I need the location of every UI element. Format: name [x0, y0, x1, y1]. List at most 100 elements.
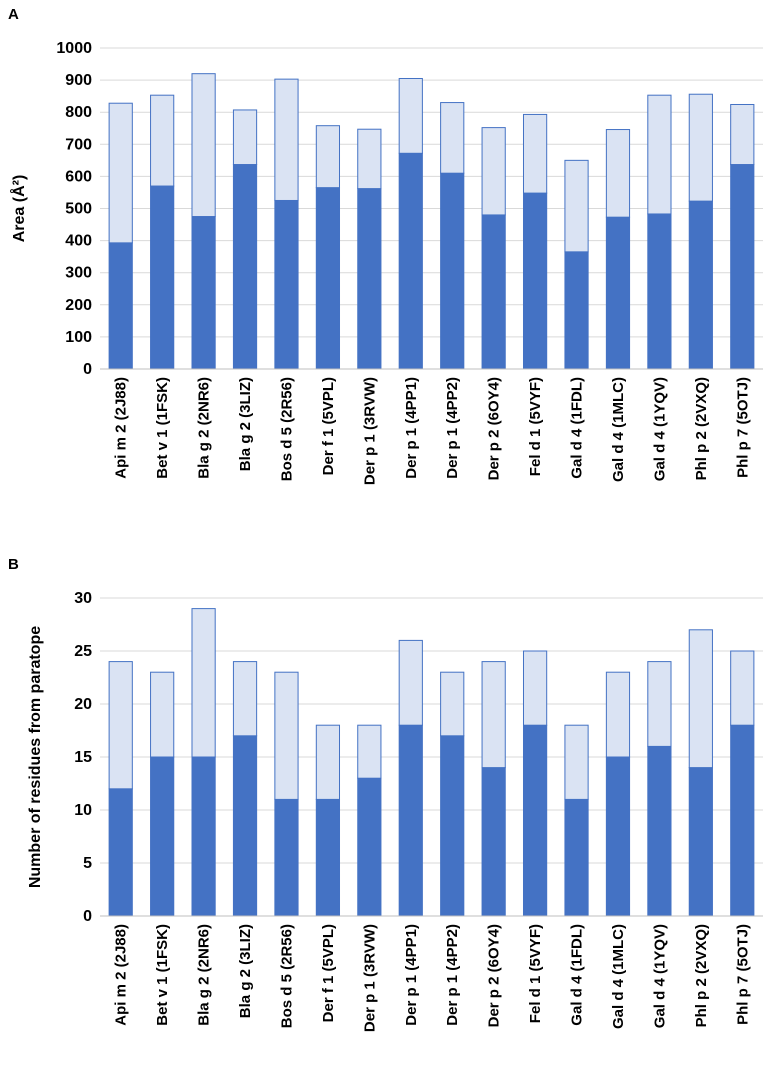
- bar-lower-segment: [357, 777, 382, 917]
- bar-lower-segment: [191, 756, 216, 917]
- y-tick-label: 300: [65, 265, 92, 282]
- bar-upper-segment: [688, 629, 713, 769]
- bar-lower-segment: [150, 756, 175, 917]
- x-tick-label: Api m 2 (2J88): [113, 377, 130, 479]
- bar-upper-segment: [274, 78, 299, 201]
- y-tick-label: 600: [65, 168, 92, 185]
- x-tick-label: Gal d 4 (1YQV): [651, 377, 668, 481]
- bar-upper-segment: [108, 661, 133, 790]
- x-tick-label: Der p 1 (3RVW): [361, 924, 378, 1032]
- x-tick-label: Der f 1 (5VPL): [320, 377, 337, 475]
- x-tick-label: Phl p 7 (5OTJ): [734, 924, 751, 1025]
- bar-lower-segment: [688, 200, 713, 370]
- bar-lower-segment: [108, 788, 133, 917]
- bar-lower-segment: [398, 152, 423, 370]
- x-tick-label: Fel d 1 (5VYF): [527, 377, 544, 476]
- bar-upper-segment: [647, 661, 672, 747]
- bar-lower-segment: [481, 214, 506, 370]
- bar-upper-segment: [688, 93, 713, 202]
- bar-lower-segment: [605, 216, 631, 370]
- bar-lower-segment: [232, 164, 258, 370]
- bar-upper-segment: [108, 102, 133, 244]
- bar-upper-segment: [150, 671, 175, 758]
- y-tick-label: 200: [65, 297, 92, 314]
- bar-upper-segment: [730, 650, 755, 726]
- bar-upper-segment: [274, 671, 299, 800]
- bar-upper-segment: [150, 94, 175, 187]
- y-tick-label: 5: [83, 855, 92, 872]
- x-tick-label: Bla g 2 (3LIZ): [237, 924, 254, 1018]
- bar-upper-segment: [232, 661, 258, 737]
- bar-upper-segment: [481, 661, 506, 769]
- bar-upper-segment: [564, 159, 589, 253]
- bar-lower-segment: [108, 242, 133, 370]
- bar-lower-segment: [605, 756, 631, 917]
- x-tick-label: Bet v 1 (1FSK): [154, 377, 171, 479]
- bar-lower-segment: [274, 199, 299, 370]
- bar-lower-segment: [440, 172, 465, 370]
- y-tick-label: 100: [65, 329, 92, 346]
- y-tick-label: 0: [83, 361, 92, 378]
- bar-lower-segment: [191, 216, 216, 370]
- x-tick-label: Phl p 7 (5OTJ): [734, 377, 751, 478]
- bar-lower-segment: [564, 251, 589, 370]
- bar-upper-segment: [357, 128, 382, 190]
- chart-a: 0 100 200 300 400 500 600 700 800 900 1000 Area (Å²…: [9, 40, 763, 485]
- bar-upper-segment: [191, 73, 216, 218]
- bar-upper-segment: [605, 671, 631, 758]
- x-tick-label: Der f 1 (5VPL): [320, 924, 337, 1022]
- bar-lower-segment: [522, 724, 548, 917]
- bar-lower-segment: [647, 745, 672, 917]
- bar-upper-segment: [191, 608, 216, 758]
- bar-lower-segment: [315, 187, 341, 370]
- y-tick-label: 1000: [56, 40, 92, 57]
- panel-label-a: A: [8, 6, 19, 23]
- bar-lower-segment: [481, 767, 506, 917]
- x-tick-label: Der p 1 (4PP2): [444, 924, 461, 1026]
- bar-upper-segment: [398, 77, 423, 154]
- y-axis-label: Number of residues from paratope: [27, 626, 44, 888]
- x-tick-label: Der p 1 (4PP2): [444, 377, 461, 479]
- x-tick-label: Api m 2 (2J88): [113, 924, 130, 1026]
- bar-lower-segment: [730, 724, 755, 917]
- bar-upper-segment: [564, 724, 589, 800]
- x-tick-label: Der p 1 (4PP1): [403, 377, 420, 479]
- x-tick-label: Der p 2 (6OY4): [486, 377, 503, 480]
- bar-lower-segment: [647, 213, 672, 370]
- bar-upper-segment: [481, 127, 506, 216]
- bar-lower-segment: [398, 724, 423, 917]
- panel-label-b: B: [8, 556, 19, 573]
- y-tick-label: 800: [65, 104, 92, 121]
- y-axis-label: Area (Å²): [9, 175, 28, 243]
- x-tick-label: Fel d 1 (5VYF): [527, 924, 544, 1023]
- bar-lower-segment: [440, 735, 465, 917]
- x-tick-label: Gal d 4 (1MLC): [610, 924, 627, 1029]
- x-tick-label: Phl p 2 (2VXQ): [693, 924, 710, 1027]
- bar-lower-segment: [730, 164, 755, 370]
- y-tick-label: 25: [74, 643, 92, 660]
- y-tick-label: 10: [74, 802, 92, 819]
- x-tick-label: Gal d 4 (1YQV): [651, 924, 668, 1028]
- x-tick-label: Gal d 4 (1FDL): [569, 377, 586, 479]
- x-tick-label: Phl p 2 (2VXQ): [693, 377, 710, 480]
- bar-lower-segment: [232, 735, 258, 917]
- bar-upper-segment: [440, 102, 465, 174]
- y-tick-label: 30: [74, 590, 92, 607]
- bar-upper-segment: [605, 129, 631, 218]
- x-tick-label: Der p 1 (3RVW): [361, 377, 378, 485]
- bar-lower-segment: [357, 188, 382, 370]
- bar-lower-segment: [315, 798, 341, 917]
- x-tick-label: Bla g 2 (2NR6): [196, 377, 213, 479]
- y-tick-label: 700: [65, 136, 92, 153]
- bar-lower-segment: [150, 185, 175, 370]
- x-tick-label: Gal d 4 (1MLC): [610, 377, 627, 482]
- y-tick-label: 15: [74, 749, 92, 766]
- bar-upper-segment: [315, 125, 341, 189]
- bar-upper-segment: [522, 650, 548, 726]
- chart-b: 0 5 10 15 20 25 30 Number of residues from para…: [27, 590, 763, 1032]
- y-tick-label: 20: [74, 696, 92, 713]
- y-tick-label: 500: [65, 201, 92, 218]
- bar-lower-segment: [564, 798, 589, 917]
- y-tick-label: 400: [65, 233, 92, 250]
- y-tick-label: 0: [83, 908, 92, 925]
